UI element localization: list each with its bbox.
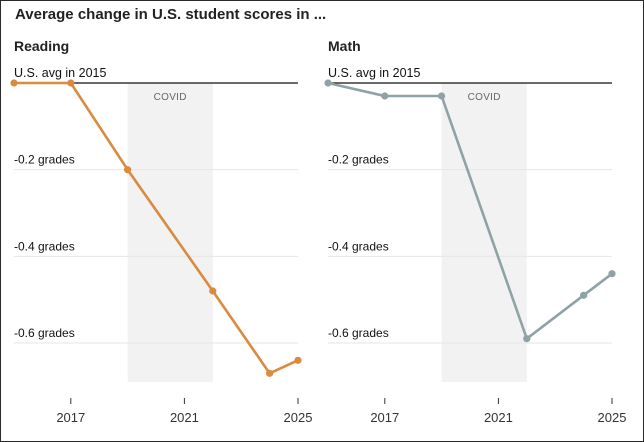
reading-reference-label: U.S. avg in 2015	[14, 66, 106, 80]
reading-x-tick-label: 2021	[170, 410, 199, 425]
reading-data-point	[209, 287, 217, 295]
math-reference-label: U.S. avg in 2015	[328, 66, 420, 80]
reading-data-point	[67, 79, 75, 87]
reading-panel-title: Reading	[14, 38, 69, 54]
math-y-tick-label: -0.6 grades	[328, 326, 389, 340]
reading-y-tick-label: -0.4 grades	[14, 239, 75, 253]
reading-data-point	[266, 369, 274, 377]
chart-title: Average change in U.S. student scores in…	[15, 6, 327, 23]
math-data-point	[580, 291, 588, 299]
reading-data-point	[124, 166, 132, 174]
math-covid-label: COVID	[468, 92, 501, 103]
math-x-tick-label: 2021	[484, 410, 513, 425]
reading-y-tick-label: -0.6 grades	[14, 326, 75, 340]
math-panel-title: Math	[328, 38, 361, 54]
reading-y-tick-label: -0.2 grades	[14, 153, 75, 167]
math-series-line	[326, 81, 614, 340]
reading-x-tick-label: 2025	[284, 410, 313, 425]
reading-x-tick-label: 2017	[56, 410, 85, 425]
reading-series-line	[12, 81, 300, 375]
math-y-tick-label: -0.4 grades	[328, 239, 389, 253]
math-x-tick-label: 2017	[370, 410, 399, 425]
reading-data-point	[10, 79, 18, 87]
math-data-point	[381, 92, 389, 100]
math-data-point	[523, 335, 531, 343]
math-x-tick-label: 2025	[598, 410, 627, 425]
math-y-tick-label: -0.2 grades	[328, 153, 389, 167]
math-data-point	[324, 79, 332, 87]
math-covid-band	[441, 83, 527, 382]
reading-covid-label: COVID	[154, 92, 187, 103]
math-data-point	[608, 270, 616, 278]
math-data-point	[438, 92, 446, 100]
reading-data-point	[294, 356, 302, 364]
